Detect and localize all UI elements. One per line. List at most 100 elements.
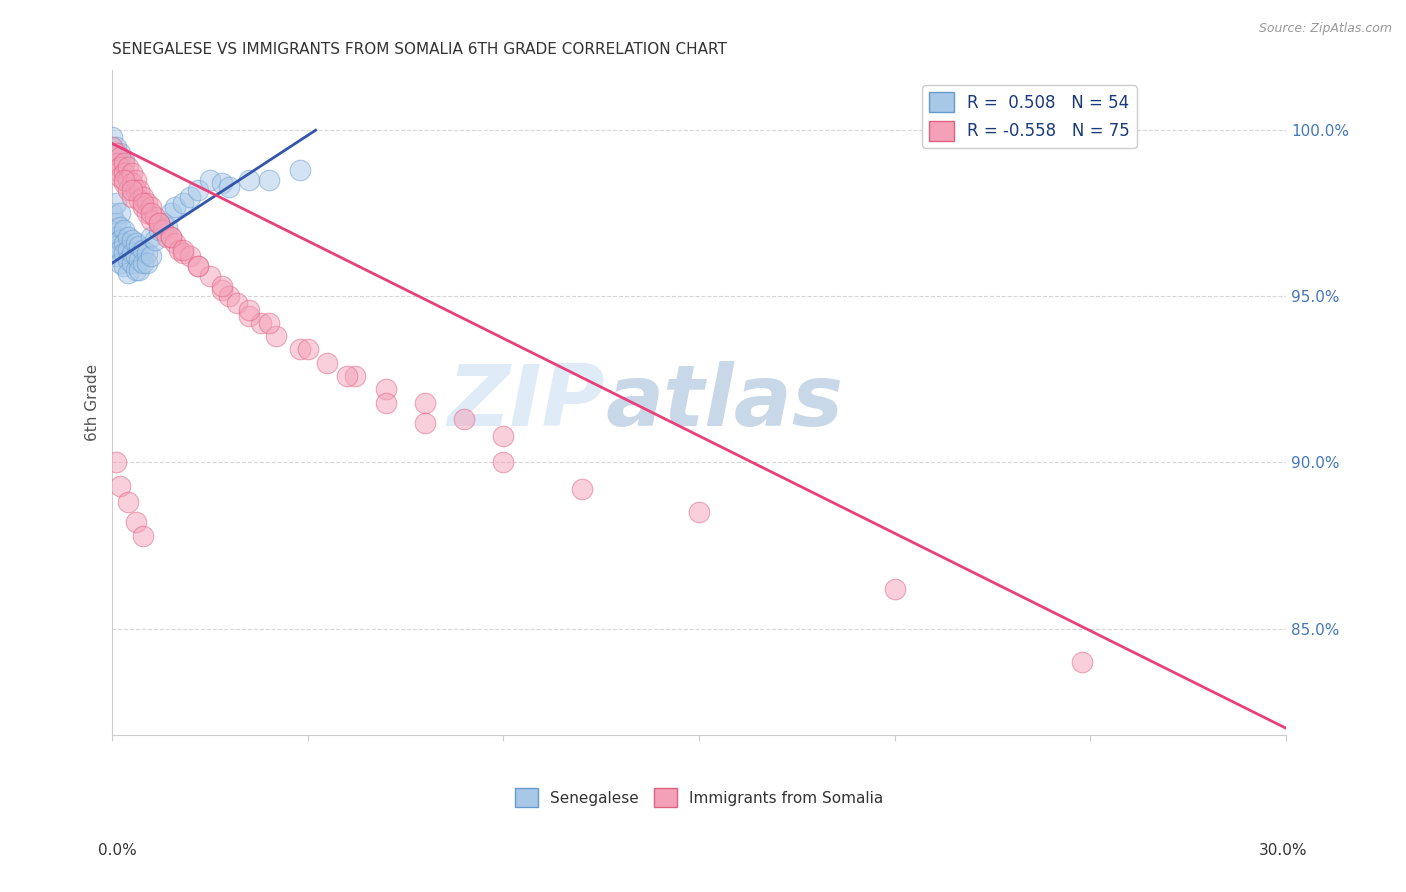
Point (141, 229, 163, 244)
Point (124, 173, 146, 187)
Point (101, 226, 124, 240)
Point (105, 196, 128, 211)
Point (288, 163, 311, 178)
Point (211, 177, 233, 191)
Point (141, 213, 163, 227)
Point (112, 260, 135, 274)
Point (343, 369, 366, 384)
Point (112, 173, 135, 187)
Text: SENEGALESE VS IMMIGRANTS FROM SOMALIA 6TH GRADE CORRELATION CHART: SENEGALESE VS IMMIGRANTS FROM SOMALIA 6T… (112, 42, 727, 57)
Point (492, 455, 515, 469)
Point (108, 256, 131, 270)
Point (117, 266, 139, 280)
Point (238, 310, 260, 324)
Point (108, 243, 131, 257)
Point (112, 153, 135, 168)
Point (121, 233, 143, 247)
Point (218, 289, 240, 303)
Point (108, 219, 131, 234)
Text: 0.0%: 0.0% (98, 843, 138, 858)
Point (163, 200, 186, 214)
Point (453, 412, 475, 426)
Point (124, 250, 146, 264)
Point (218, 179, 240, 194)
Point (163, 236, 186, 251)
Point (141, 250, 163, 264)
Text: ZIP: ZIP (447, 361, 605, 444)
Point (112, 177, 135, 191)
Point (105, 216, 128, 230)
Point (108, 233, 131, 247)
Point (143, 233, 166, 247)
Point (179, 250, 201, 264)
Point (124, 515, 146, 529)
Point (105, 156, 128, 170)
Point (159, 229, 181, 244)
Point (105, 455, 128, 469)
Point (108, 169, 131, 184)
Text: Source: ZipAtlas.com: Source: ZipAtlas.com (1258, 22, 1392, 36)
Point (121, 166, 143, 180)
Point (375, 382, 398, 396)
Point (124, 183, 146, 197)
Point (105, 140, 128, 154)
Point (148, 223, 170, 237)
Point (136, 246, 159, 260)
Point (108, 146, 131, 161)
Point (121, 189, 143, 203)
Point (179, 189, 201, 203)
Point (121, 256, 143, 270)
Point (152, 216, 174, 230)
Point (132, 528, 155, 542)
Point (132, 256, 155, 270)
Point (128, 262, 150, 277)
Point (101, 140, 124, 154)
Point (108, 206, 131, 220)
Point (105, 146, 128, 161)
Point (159, 229, 181, 244)
Point (108, 150, 131, 164)
Point (316, 356, 339, 370)
Point (141, 206, 163, 220)
Point (238, 302, 260, 317)
Point (121, 183, 143, 197)
Point (117, 229, 139, 244)
Point (117, 183, 139, 197)
Point (117, 173, 139, 187)
Point (112, 156, 135, 170)
Point (101, 206, 124, 220)
Point (136, 196, 159, 211)
Point (211, 283, 233, 297)
Y-axis label: 6th Grade: 6th Grade (86, 364, 100, 442)
Point (288, 343, 311, 357)
Point (112, 223, 135, 237)
Point (198, 269, 221, 284)
Point (187, 260, 209, 274)
Point (187, 183, 209, 197)
Point (105, 163, 128, 178)
Point (226, 296, 249, 310)
Point (187, 260, 209, 274)
Point (128, 252, 150, 267)
Point (159, 206, 181, 220)
Point (108, 160, 131, 174)
Point (112, 246, 135, 260)
Point (141, 200, 163, 214)
Point (167, 243, 190, 257)
Point (112, 236, 135, 251)
Point (108, 478, 131, 492)
Point (172, 196, 194, 211)
Point (124, 262, 146, 277)
Point (249, 316, 271, 330)
Point (132, 243, 155, 257)
Point (121, 246, 143, 260)
Point (297, 343, 319, 357)
Point (121, 177, 143, 191)
Point (117, 160, 139, 174)
Point (257, 173, 280, 187)
Point (143, 210, 166, 224)
Point (132, 196, 155, 211)
Point (336, 369, 359, 384)
Point (492, 429, 515, 443)
Point (148, 216, 170, 230)
